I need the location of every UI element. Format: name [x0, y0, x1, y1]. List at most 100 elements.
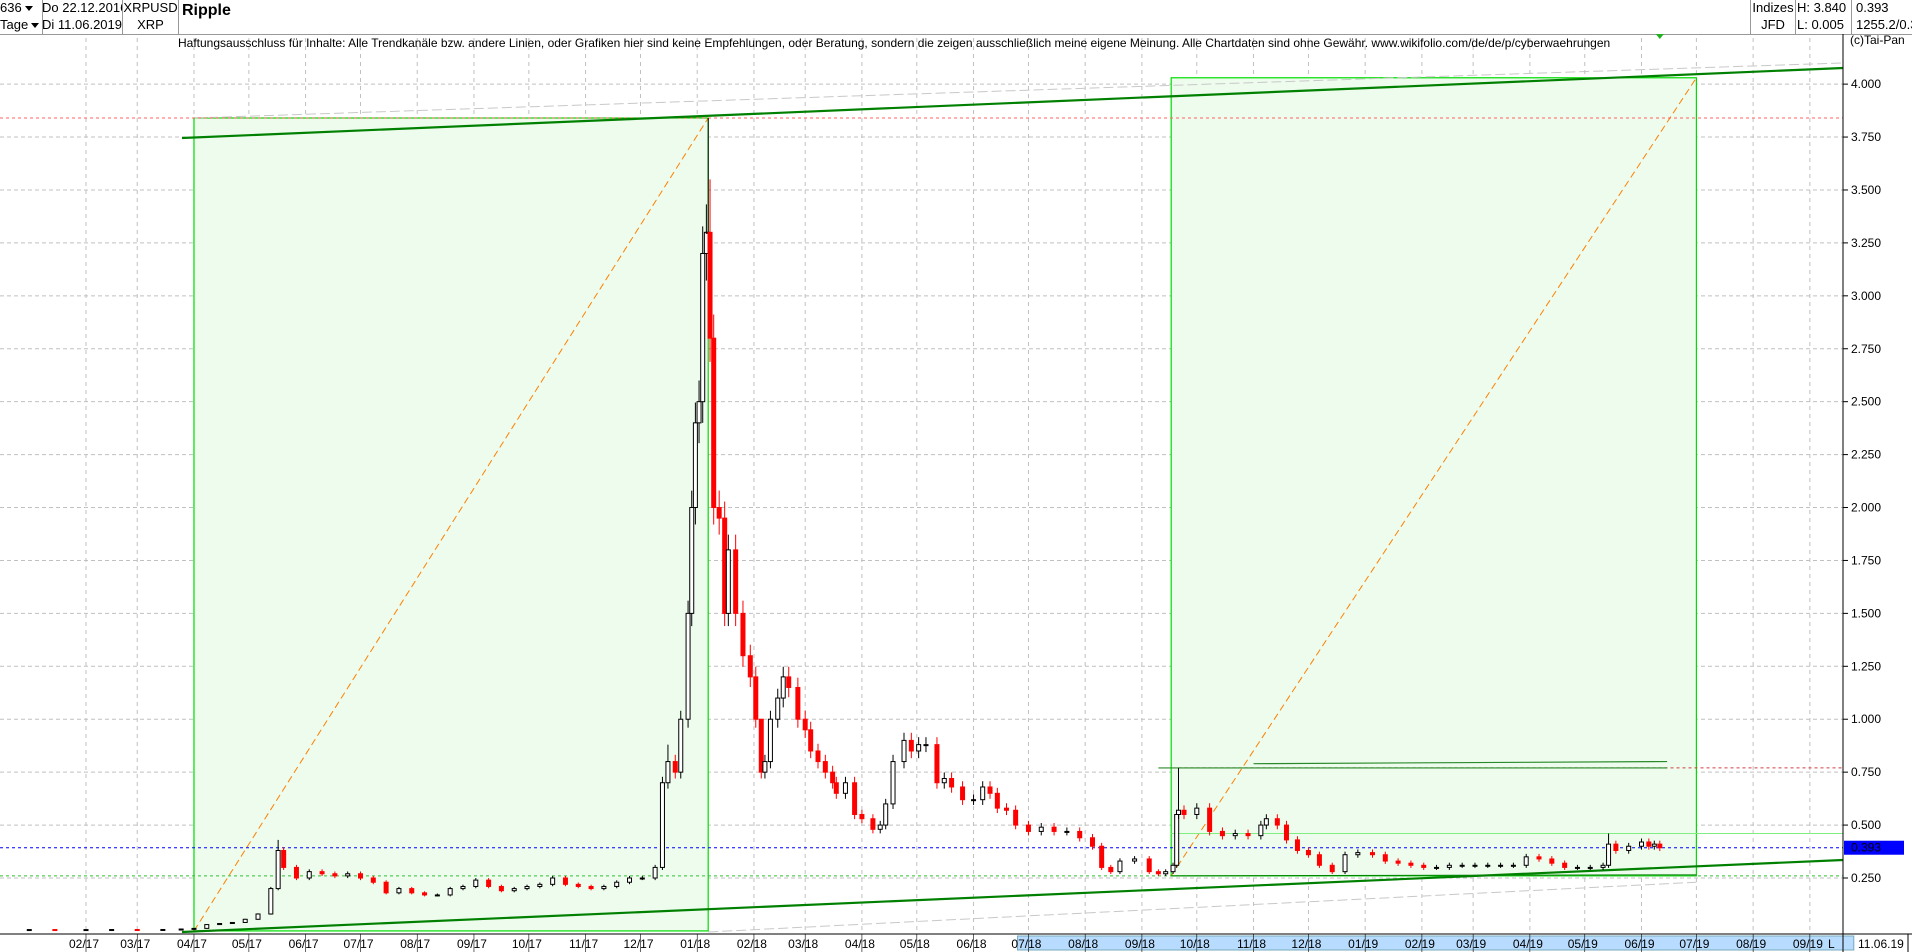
- last-cell: 0.393 1255.2/0.3: [1852, 0, 1912, 34]
- candle: [700, 252, 706, 403]
- candle: [859, 813, 865, 820]
- candle: [971, 799, 977, 802]
- date-range[interactable]: Do 22.12.2016 Di 11.06.2019: [42, 0, 123, 34]
- index-label: Indizes: [1752, 0, 1794, 15]
- candle: [1536, 856, 1542, 860]
- period-dropdown[interactable]: Tage: [0, 17, 42, 34]
- y-tick-label: 0.250: [1851, 871, 1881, 885]
- bars-period-selector[interactable]: 636 Tage: [0, 0, 43, 34]
- candle: [191, 927, 197, 930]
- candle: [447, 888, 453, 896]
- copyright-label: (c)Tai-Pan: [1850, 33, 1905, 47]
- low-value: L: 0.005: [1797, 17, 1844, 32]
- candle: [1117, 860, 1123, 873]
- candle: [980, 786, 986, 801]
- candle: [422, 892, 428, 896]
- candle: [409, 888, 415, 894]
- chart-title: Ripple: [182, 2, 231, 19]
- x-tick-label: 07/19: [1679, 937, 1709, 951]
- candle: [1263, 818, 1269, 826]
- candle: [689, 507, 695, 614]
- x-tick-label: 05/17: [232, 937, 262, 951]
- high-value: H: 3.840: [1797, 0, 1847, 15]
- candle: [883, 803, 889, 826]
- symbol-cell[interactable]: XRPUSD XRP: [123, 0, 179, 34]
- candle: [1606, 843, 1612, 866]
- x-tick-label: 07/18: [1011, 937, 1041, 951]
- candle: [707, 231, 713, 339]
- y-tick-label: 1.250: [1851, 659, 1881, 673]
- x-tick-label: 05/19: [1568, 937, 1598, 951]
- candle: [160, 928, 166, 931]
- candle: [1013, 809, 1019, 826]
- candle: [268, 888, 274, 915]
- candle: [842, 782, 848, 794]
- x-tick-label: 03/19: [1456, 937, 1486, 951]
- time-scrollbar[interactable]: [1016, 935, 1855, 951]
- candle: [987, 786, 993, 794]
- last-value: 0.393: [1856, 0, 1889, 15]
- projection-line: [193, 117, 709, 932]
- candle: [281, 849, 287, 868]
- candle: [524, 885, 530, 890]
- candle: [1382, 854, 1388, 862]
- candle: [1651, 843, 1657, 847]
- candle: [255, 913, 261, 920]
- candle: [1090, 837, 1095, 847]
- candle: [725, 549, 731, 614]
- candle: [665, 761, 671, 784]
- candle: [1587, 866, 1593, 869]
- candle: [383, 881, 389, 894]
- channel-bottom-line: [181, 858, 1844, 934]
- candle: [1163, 871, 1169, 875]
- x-tick-label: 01/18: [680, 937, 710, 951]
- candle: [815, 750, 821, 763]
- candle: [1600, 864, 1606, 868]
- candle: [575, 883, 581, 887]
- candle: [994, 792, 1000, 809]
- date-to[interactable]: Di 11.06.2019: [42, 17, 122, 32]
- channel-inner-line: [1171, 874, 1697, 877]
- candle: [1369, 852, 1375, 856]
- x-tick-label: 04/18: [845, 937, 875, 951]
- y-tick-label: 1.750: [1851, 553, 1881, 567]
- candle: [511, 888, 517, 892]
- candle: [659, 782, 665, 868]
- candle: [562, 877, 568, 885]
- x-tick-label: 09/18: [1125, 937, 1155, 951]
- candle: [1038, 826, 1044, 832]
- candle: [83, 929, 89, 932]
- candle: [1025, 824, 1031, 832]
- candle: [802, 718, 808, 731]
- x-tick-label: 06/17: [289, 937, 319, 951]
- x-tick-label: 08/19: [1736, 937, 1766, 951]
- candle: [890, 761, 896, 805]
- candle: [1283, 824, 1289, 841]
- candle: [1176, 809, 1182, 815]
- candle: [692, 422, 698, 509]
- date-from[interactable]: Do 22.12.2016: [42, 0, 122, 15]
- projection-line: [1170, 77, 1697, 877]
- candle: [1549, 858, 1555, 864]
- candle: [685, 612, 691, 720]
- high-low-cell: H: 3.840 L: 0.005: [1795, 0, 1852, 34]
- candle: [1003, 807, 1009, 811]
- candle: [1077, 830, 1083, 839]
- disclaimer-text: Haftungsausschluss für Inhalte: Alle Tre…: [178, 36, 1611, 50]
- candle: [242, 918, 248, 923]
- x-tick-label: 09/19: [1793, 937, 1823, 951]
- dropdown-arrow-icon: [24, 6, 33, 12]
- candle: [178, 928, 184, 931]
- y-tick-label: 3.250: [1851, 236, 1881, 250]
- candle: [639, 877, 645, 880]
- candle: [786, 676, 792, 688]
- candle: [1626, 845, 1632, 851]
- candle: [960, 786, 966, 801]
- candle: [1155, 871, 1161, 875]
- candle: [747, 655, 753, 678]
- candle: [758, 718, 764, 773]
- candle: [711, 337, 717, 509]
- bars-count-dropdown[interactable]: 636: [0, 0, 42, 17]
- candle: [217, 923, 223, 926]
